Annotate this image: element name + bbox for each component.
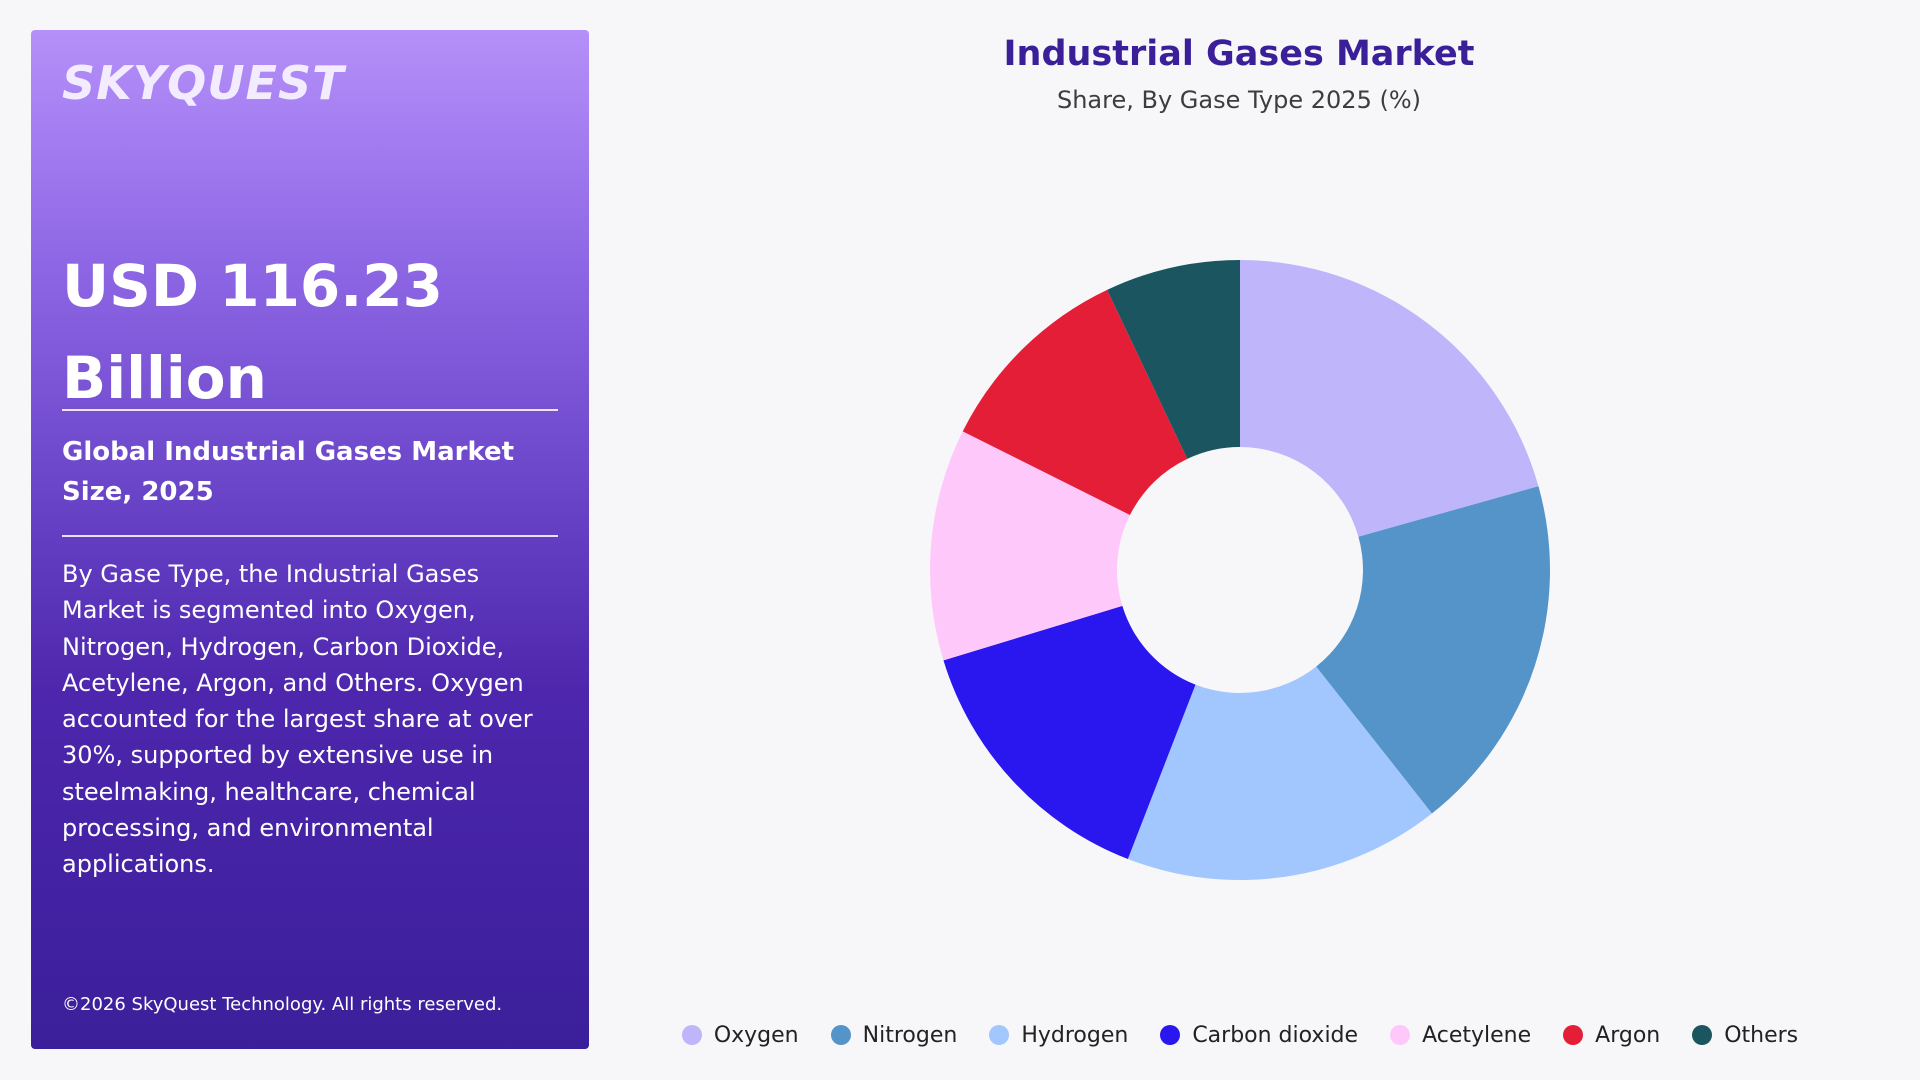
market-size-caption: Global Industrial Gases Market Size, 202… — [62, 437, 515, 507]
legend-item-others: Others — [1692, 1023, 1798, 1048]
legend-swatch-carbon-dioxide — [1160, 1025, 1181, 1045]
legend-swatch-argon — [1563, 1025, 1584, 1045]
segment-description: By Gase Type, the Industrial Gases Marke… — [62, 560, 533, 879]
chart-title: Industrial Gases Market — [1003, 34, 1475, 74]
legend-item-carbon-dioxide: Carbon dioxide — [1160, 1023, 1358, 1048]
legend-label-others: Others — [1724, 1022, 1799, 1048]
chart-legend: Oxygen Nitrogen Hydrogen Carbon dioxide Acet… — [680, 1018, 1800, 1052]
legend-item-acetylene: Acetylene — [1390, 1023, 1531, 1048]
legend-swatch-oxygen — [681, 1025, 702, 1045]
donut-slice-acetylene — [930, 431, 1130, 661]
legend-swatch-nitrogen — [830, 1025, 851, 1045]
legend-label-oxygen: Oxygen — [713, 1022, 799, 1048]
legend-swatch-acetylene — [1390, 1025, 1411, 1045]
legend-label-nitrogen: Nitrogen — [862, 1022, 958, 1048]
legend-label-acetylene: Acetylene — [1422, 1022, 1532, 1048]
legend-item-hydrogen: Hydrogen — [989, 1023, 1128, 1048]
chart-subtitle: Share, By Gase Type 2025 (%) — [1056, 86, 1421, 114]
legend-item-nitrogen: Nitrogen — [830, 1022, 958, 1048]
donut-slice-others — [1107, 260, 1240, 459]
copyright-notice: ©2026 SkyQuest Technology. All rights re… — [62, 994, 503, 1015]
divider-top — [62, 409, 558, 411]
donut-slice-argon — [962, 289, 1188, 516]
divider-bottom — [62, 535, 558, 537]
donut-slice-carbon-dioxide — [943, 605, 1196, 860]
legend-label-carbon-dioxide: Carbon dioxide — [1192, 1022, 1359, 1048]
legend-label-argon: Argon — [1595, 1022, 1661, 1048]
summary-panel: SKYQUEST USD 116.23 Billion Global Indus… — [31, 30, 589, 1049]
legend-label-hydrogen: Hydrogen — [1021, 1022, 1129, 1048]
legend-item-oxygen: Oxygen — [681, 1022, 799, 1048]
market-size-unit: Billion — [62, 344, 267, 412]
donut-slice-hydrogen — [1127, 666, 1432, 880]
legend-item-argon: Argon — [1563, 1023, 1660, 1048]
donut-chart — [930, 260, 1550, 880]
legend-swatch-hydrogen — [989, 1025, 1010, 1045]
market-size-amount: USD 116.23 — [62, 252, 444, 320]
legend-swatch-others — [1692, 1025, 1713, 1045]
skyquest-logo: SKYQUEST — [62, 56, 345, 110]
donut-slice-nitrogen — [1316, 486, 1550, 814]
market-size-value: USD 116.23 Billion — [62, 240, 562, 424]
donut-slice-oxygen — [1240, 260, 1539, 537]
